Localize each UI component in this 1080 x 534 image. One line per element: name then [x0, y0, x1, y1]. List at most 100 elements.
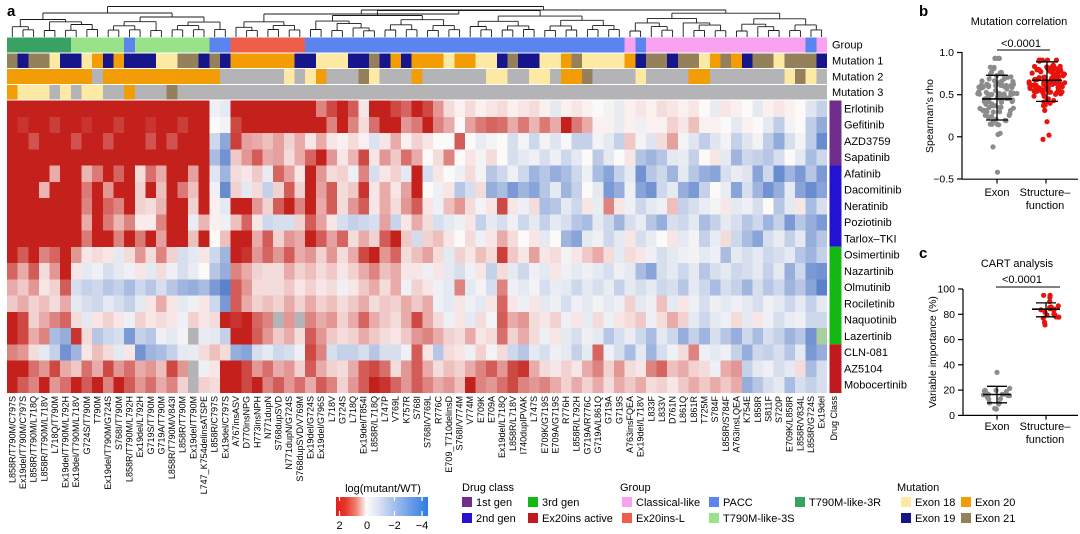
svg-text:G719A/R776C: G719A/R776C	[582, 396, 592, 455]
svg-text:<0.0001: <0.0001	[1002, 274, 1042, 286]
svg-text:Ex19del/T790M/L718V: Ex19del/T790M/L718V	[71, 396, 81, 488]
svg-text:S768dupSVD: S768dupSVD	[274, 396, 284, 451]
svg-text:L858R/T790M/L792H: L858R/T790M/L792H	[125, 396, 135, 482]
svg-text:L747S: L747S	[529, 396, 539, 422]
svg-text:S768I/V769L: S768I/V769L	[423, 396, 433, 448]
svg-text:Nazartinib: Nazartinib	[844, 266, 894, 278]
svg-text:c: c	[919, 245, 927, 262]
svg-text:A767insASV: A767insASV	[231, 396, 241, 447]
svg-text:S768I/V774M: S768I/V774M	[455, 396, 465, 451]
svg-text:L858R/L792H: L858R/L792H	[572, 396, 582, 452]
svg-text:Spearman’s rho: Spearman’s rho	[924, 79, 936, 153]
svg-text:Exon 19: Exon 19	[915, 513, 955, 525]
svg-text:L833F: L833F	[646, 396, 656, 422]
svg-text:−2: −2	[388, 520, 401, 532]
svg-text:Ex20ins active: Ex20ins active	[542, 513, 613, 525]
svg-text:Ex19del/C797S: Ex19del/C797S	[220, 396, 230, 459]
svg-text:3rd gen: 3rd gen	[542, 497, 579, 509]
svg-text:Group: Group	[620, 482, 651, 494]
svg-text:Olmutinib: Olmutinib	[844, 282, 890, 294]
svg-text:Mutation 1: Mutation 1	[832, 56, 883, 68]
svg-text:AZD3759: AZD3759	[844, 136, 890, 148]
svg-text:Dacomitinib: Dacomitinib	[844, 185, 901, 197]
svg-text:G719S: G719S	[614, 396, 624, 424]
svg-text:Erlotinib: Erlotinib	[844, 103, 884, 115]
svg-text:G719S/T790M: G719S/T790M	[146, 396, 156, 455]
svg-text:L858R/T790M/C797S: L858R/T790M/C797S	[7, 396, 17, 483]
svg-text:G724S/T790M: G724S/T790M	[82, 396, 92, 455]
svg-text:E709A/G719S: E709A/G719S	[550, 396, 560, 454]
svg-text:G719A/T790M: G719A/T790M	[156, 396, 166, 455]
svg-text:Drug Class: Drug Class	[829, 396, 839, 441]
svg-text:L858R/V834L: L858R/V834L	[795, 396, 805, 451]
svg-text:Gefitinib: Gefitinib	[844, 120, 884, 132]
svg-text:E709K/G719S: E709K/G719S	[540, 396, 550, 454]
svg-text:L718Q: L718Q	[348, 396, 358, 423]
svg-text:D770insNPG: D770insNPG	[242, 396, 252, 449]
svg-text:CLN-081: CLN-081	[844, 347, 888, 359]
svg-text:−4: −4	[416, 520, 429, 532]
svg-text:L858R/T790M/L718Q: L858R/T790M/L718Q	[29, 396, 39, 483]
svg-text:Ex19del/T790M/G724S: Ex19del/T790M/G724S	[103, 396, 113, 490]
svg-text:20: 20	[943, 385, 955, 397]
svg-text:60: 60	[943, 334, 955, 346]
svg-text:T725M: T725M	[700, 396, 710, 424]
svg-text:Tarlox–TKI: Tarlox–TKI	[844, 233, 897, 245]
svg-text:L747_K754delinsATSPE: L747_K754delinsATSPE	[199, 396, 209, 494]
svg-text:Variable importance (%): Variable importance (%)	[927, 296, 939, 408]
svg-text:b: b	[919, 3, 928, 20]
svg-text:H773insNPH: H773insNPH	[252, 396, 262, 448]
svg-text:Mobocertinib: Mobocertinib	[844, 380, 907, 392]
svg-text:<0.0001: <0.0001	[1001, 38, 1041, 50]
svg-text:Sapatinib: Sapatinib	[844, 152, 890, 164]
svg-text:Ex19del/L718V: Ex19del/L718V	[636, 396, 646, 457]
svg-text:1.0: 1.0	[939, 47, 954, 59]
svg-text:0.5: 0.5	[939, 89, 954, 101]
svg-text:K754E: K754E	[742, 396, 752, 423]
svg-text:Ex19del/T790M: Ex19del/T790M	[188, 396, 198, 459]
svg-text:PACC: PACC	[723, 497, 753, 509]
svg-text:L858R/L718Q: L858R/L718Q	[369, 396, 379, 452]
svg-text:Afatinib: Afatinib	[844, 168, 881, 180]
svg-text:Ex19del/T790M/C797S: Ex19del/T790M/C797S	[18, 396, 28, 489]
svg-text:E709K/L858R: E709K/L858R	[785, 396, 795, 453]
svg-text:R776H: R776H	[561, 396, 571, 424]
svg-text:Drug class: Drug class	[462, 482, 514, 494]
svg-text:Exon: Exon	[984, 187, 1009, 199]
svg-text:G719A/L861Q: G719A/L861Q	[593, 396, 603, 454]
svg-text:L858R/C797S: L858R/C797S	[210, 396, 220, 453]
svg-text:L858R/T790M: L858R/T790M	[178, 396, 188, 453]
svg-text:L858R: L858R	[753, 396, 763, 423]
svg-text:L858R/T790M/V843I: L858R/T790M/V843I	[167, 396, 177, 479]
svg-text:G719A: G719A	[604, 396, 614, 424]
svg-text:80: 80	[943, 309, 955, 321]
svg-text:0: 0	[949, 410, 955, 422]
svg-text:Exon: Exon	[984, 421, 1009, 433]
svg-text:S811F: S811F	[763, 396, 773, 422]
svg-text:log(mutant/WT): log(mutant/WT)	[345, 483, 421, 495]
svg-text:N771dupN/G724S: N771dupN/G724S	[284, 396, 294, 470]
svg-text:N771dupN: N771dupN	[263, 396, 273, 439]
svg-text:T790M-like-3S: T790M-like-3S	[723, 513, 795, 525]
svg-text:E709K: E709K	[476, 396, 486, 423]
svg-text:AZ5104: AZ5104	[844, 363, 883, 375]
svg-text:Lazertinib: Lazertinib	[844, 331, 892, 343]
svg-text:S768I: S768I	[412, 396, 422, 420]
svg-text:Exon 20: Exon 20	[975, 497, 1015, 509]
svg-text:L718Q/T790M: L718Q/T790M	[50, 396, 60, 454]
svg-text:1st gen: 1st gen	[476, 497, 512, 509]
svg-text:Naquotinib: Naquotinib	[844, 315, 897, 327]
svg-text:L858R/G724S: L858R/G724S	[806, 396, 816, 453]
svg-text:E709A: E709A	[487, 396, 497, 423]
svg-text:S768I/T790M: S768I/T790M	[114, 396, 124, 450]
svg-text:40: 40	[943, 359, 955, 371]
svg-text:Ex19del/L792H: Ex19del/L792H	[135, 396, 145, 458]
svg-text:K757R: K757R	[401, 396, 411, 424]
svg-text:Mutation: Mutation	[897, 482, 939, 494]
svg-text:function: function	[1026, 200, 1065, 212]
svg-text:Exon 21: Exon 21	[975, 513, 1015, 525]
svg-text:Ex19del/T790M/L792H: Ex19del/T790M/L792H	[61, 396, 71, 488]
svg-text:A763insFQEA: A763insFQEA	[625, 396, 635, 453]
svg-text:0: 0	[364, 520, 370, 532]
svg-text:Poziotinib: Poziotinib	[844, 217, 892, 229]
